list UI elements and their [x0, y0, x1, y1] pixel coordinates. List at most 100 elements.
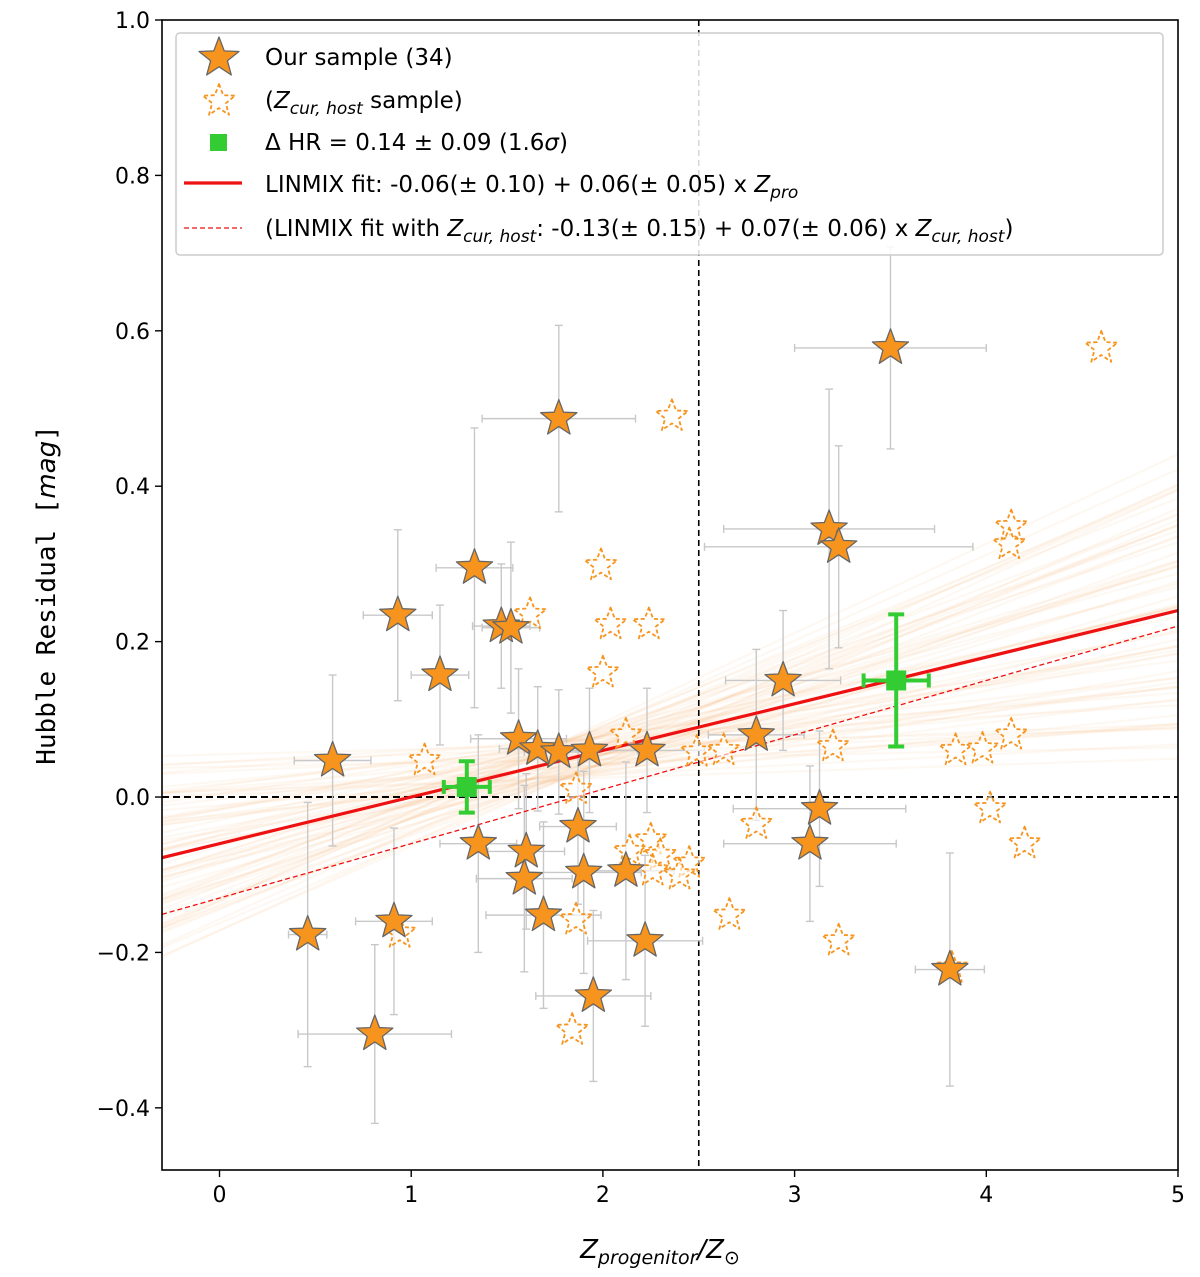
posterior-line [162, 561, 1178, 919]
our-sample-star [626, 921, 664, 957]
zcur-host-star [585, 654, 620, 688]
our-sample-star [421, 655, 459, 692]
posterior-line [162, 604, 1178, 871]
x-tick-label: 5 [1171, 1183, 1185, 1208]
our-sample-star [819, 527, 858, 563]
posterior-line [162, 580, 1178, 906]
plot-frame [161, 19, 1179, 1171]
zcur-host-star [712, 897, 747, 930]
legend-lz-sub: cur, host [463, 227, 537, 247]
legend-box [175, 32, 1164, 256]
our-sample-star [607, 851, 645, 887]
our-sample-star [540, 398, 578, 435]
posterior-line [162, 497, 1178, 901]
our-sample-star [288, 914, 327, 951]
legend-linmix-fit-label: LINMIX fit: -0.06(± 0.10) + 0.06(± 0.05)… [265, 172, 798, 203]
x-label-sub: progenitor [597, 1247, 699, 1269]
our-sample-star [764, 660, 802, 697]
zcur-host-star [407, 742, 442, 776]
posterior-line [162, 551, 1178, 929]
y-tick-label: −0.4 [97, 1097, 150, 1122]
y-tick-label: 0.6 [115, 320, 150, 345]
our-sample-star [570, 730, 609, 767]
posterior-line [162, 606, 1178, 846]
linmix-posterior-band [162, 453, 1178, 958]
y-tick-label: 0.2 [115, 631, 150, 656]
zcur-host-star [662, 856, 697, 890]
posterior-line [162, 629, 1178, 850]
our-sample-star [810, 509, 848, 545]
posterior-line [162, 699, 1178, 795]
our-sample-star [313, 740, 352, 777]
legend-our-sample-star [198, 36, 240, 76]
y-label-rb: ] [32, 425, 62, 441]
posterior-line [162, 659, 1178, 795]
x-label-odot: ⊙ [724, 1247, 740, 1269]
legend-zcur-star [201, 83, 237, 116]
x-axis-label: Zprogenitor/Z⊙ [579, 1235, 740, 1269]
posterior-line [162, 685, 1178, 827]
our-sample-star [791, 823, 829, 860]
x-axis: 0 1 2 3 4 5 [213, 1170, 1185, 1208]
zcur-host-star [633, 821, 668, 855]
legend-zcur-close: sample) [363, 88, 463, 114]
our-sample-star [519, 729, 557, 765]
posterior-line [162, 529, 1178, 881]
x-tick-label: 1 [404, 1183, 418, 1208]
x-label-z: Z [579, 1235, 599, 1265]
linmix-fit-line [162, 608, 1178, 860]
legend-lz-z: Z [446, 216, 464, 242]
zcur-host-star [1084, 330, 1119, 363]
zcur-host-star [1007, 825, 1042, 859]
zcur-host-star [706, 732, 741, 766]
posterior-line [162, 686, 1178, 789]
x-label-slash: /Z [695, 1235, 725, 1265]
our-sample-star [559, 806, 597, 843]
zcur-host-star [559, 901, 594, 935]
posterior-line [162, 484, 1178, 927]
zcur-host-star [654, 398, 689, 431]
legend-delta-hr-text: Δ HR = 0.14 ± 0.09 (1.6 [265, 130, 544, 156]
zcur-host-sample [382, 330, 1119, 1045]
zcur-host-star [513, 596, 548, 630]
delta-hr-marker [456, 776, 477, 797]
y-label-main: Hubble Residual [32, 514, 62, 764]
legend-linmix-z: Z [753, 172, 771, 198]
zcur-host-star [559, 771, 594, 804]
posterior-line [162, 487, 1178, 911]
posterior-line [162, 757, 1178, 794]
fit-lines [162, 608, 1178, 915]
legend-handles [184, 36, 242, 229]
posterior-line [162, 582, 1178, 875]
legend-green-square [210, 134, 227, 151]
our-sample-star [565, 852, 603, 889]
delta-hr-marker [886, 670, 907, 691]
y-tick-label: −0.2 [97, 941, 150, 966]
our-sample-star [499, 719, 538, 755]
posterior-line [162, 513, 1178, 898]
our-sample-star [379, 595, 417, 632]
posterior-line [162, 595, 1178, 901]
posterior-line [162, 607, 1178, 834]
linmix-zcur-fit-line [162, 625, 1178, 915]
posterior-line [162, 565, 1178, 865]
posterior-line [162, 631, 1178, 819]
zcur-host-star [593, 606, 628, 640]
posterior-line [162, 680, 1178, 842]
legend-our-sample-label: Our sample (34) [265, 45, 453, 71]
posterior-line [162, 453, 1178, 929]
x-tick-label: 4 [979, 1183, 993, 1208]
y-axis-label: Hubble Residual [mag] [32, 425, 62, 765]
posterior-line [162, 564, 1178, 883]
posterior-line [162, 652, 1178, 853]
our-sample-star [459, 823, 498, 860]
legend-linmix-zcur-label: (LINMIX fit with Zcur, host: -0.13(± 0.1… [265, 216, 1013, 247]
y-tick-label: 0.0 [115, 786, 150, 811]
posterior-line [162, 559, 1178, 872]
y-tick-label: 0.4 [115, 475, 150, 500]
our-sample-star [628, 730, 666, 767]
zcur-host-star [631, 606, 666, 640]
legend-linmix-text: LINMIX fit: -0.06(± 0.10) + 0.06(± 0.05)… [265, 172, 754, 198]
y-tick-label: 0.8 [115, 164, 150, 189]
legend-lz-sub2: cur, host [931, 227, 1005, 247]
